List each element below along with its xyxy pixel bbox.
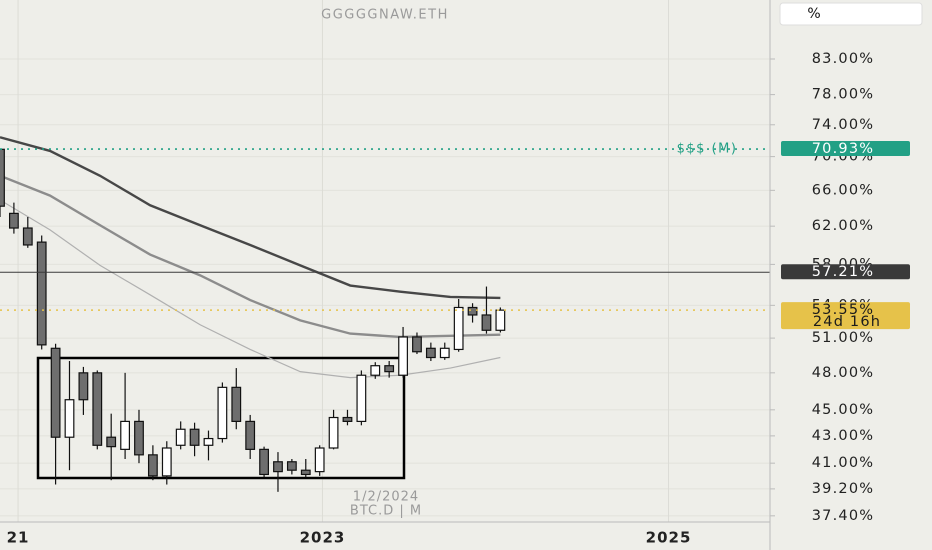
candle-body — [328, 416, 339, 449]
price-tag-label: 53.55% — [812, 302, 875, 318]
grid-layer — [0, 0, 770, 522]
price-tag — [781, 264, 910, 280]
candle-body — [286, 461, 297, 471]
candle-body — [453, 306, 464, 351]
candle-body — [412, 336, 422, 353]
candle-body — [439, 347, 450, 359]
y-tick-label: 83.00% — [812, 51, 875, 67]
candle-body — [273, 461, 283, 473]
moving-average — [0, 136, 501, 300]
candle-body — [217, 386, 228, 440]
price-tag-label: 57.21% — [812, 264, 875, 280]
unit-button-label[interactable]: % — [807, 6, 820, 22]
range-box — [36, 356, 406, 480]
x-tick-label: 2025 — [646, 529, 692, 547]
y-tick-label: 37.40% — [812, 508, 875, 524]
candle-body — [495, 309, 506, 331]
candle-body — [36, 241, 47, 346]
y-tick-label: 51.00% — [812, 330, 875, 346]
tag-layer: 70.93% $$$ (M) 57.21% 53.55%24d 16h — [677, 141, 910, 330]
y-tick-label: 62.00% — [812, 218, 875, 234]
plot-layer — [0, 136, 770, 492]
candle-body — [175, 428, 186, 446]
y-tick-label: 45.00% — [812, 402, 875, 418]
candle-body — [0, 148, 5, 207]
candle-body — [467, 306, 478, 316]
y-tick-label: 39.20% — [812, 481, 875, 497]
candle-body — [134, 420, 144, 456]
x-tick-label: 21 — [7, 529, 30, 547]
symbol-label: BTC.D | M — [350, 504, 422, 519]
candle-body — [92, 372, 103, 446]
candle-body — [231, 386, 242, 423]
level-label: $$$ (M) — [677, 142, 738, 157]
y-tick-label: 66.00% — [812, 182, 875, 198]
candle-body — [314, 447, 325, 473]
price-tag — [781, 302, 910, 330]
candle-body — [342, 416, 353, 423]
candle-body — [147, 454, 158, 477]
candle-body — [398, 336, 408, 376]
y-tick-label: 41.00% — [812, 455, 875, 471]
y-tick-label: 43.00% — [812, 428, 875, 444]
candle-body — [64, 399, 75, 438]
candle-body — [425, 347, 436, 359]
x-tick-label: 2023 — [300, 529, 346, 547]
candle-body — [245, 420, 256, 450]
candle-body — [259, 448, 269, 476]
moving-average — [0, 199, 501, 379]
chart-title: GGGGGNAW.ETH — [321, 8, 449, 23]
candle-body — [189, 428, 200, 446]
candle-body — [8, 212, 19, 229]
candle-body — [120, 420, 130, 450]
candle-body — [300, 469, 311, 476]
y-tick-label: 78.00% — [812, 87, 875, 103]
countdown-label: 24d 16h — [813, 314, 881, 330]
candle-body — [203, 437, 214, 446]
y-tick-label: 48.00% — [812, 365, 875, 381]
date-label: 1/2/2024 — [353, 490, 419, 505]
candle-body — [106, 436, 117, 448]
candle-body — [22, 227, 33, 246]
candle-body — [481, 314, 492, 331]
candle-body — [370, 365, 381, 376]
candle-body — [78, 372, 89, 401]
candle-body — [161, 447, 172, 477]
price-tag — [781, 141, 910, 157]
price-tag-label: 70.93% — [812, 141, 875, 157]
y-tick-label: 74.00% — [812, 117, 875, 133]
candle-body — [384, 365, 395, 373]
axis-layer: 37.40% 39.20% 41.00% 43.00% 45.00% 48.00% 51.0… — [7, 51, 875, 547]
candle-body — [356, 374, 367, 423]
unit-button[interactable] — [779, 2, 923, 26]
candle-body — [50, 347, 61, 438]
